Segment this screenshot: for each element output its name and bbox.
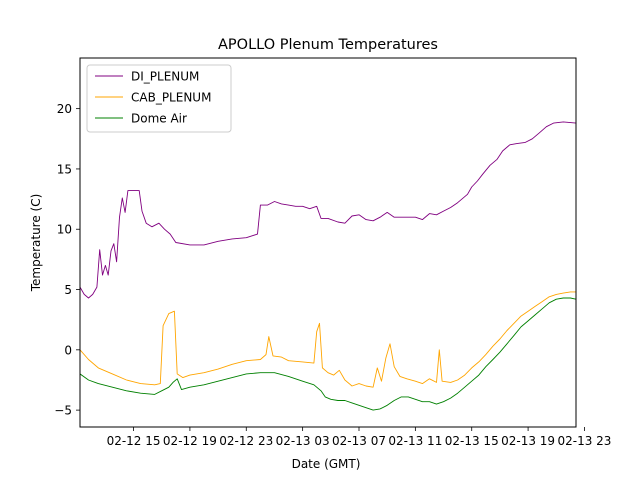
series-line-dome-air [80, 297, 576, 411]
y-tick-label: 5 [64, 283, 72, 297]
y-tick-label: 0 [64, 343, 72, 357]
x-tick-label: 02-12 19 [163, 434, 217, 448]
x-tick-label: 02-12 15 [107, 434, 161, 448]
y-tick-label: 20 [57, 102, 72, 116]
y-tick-label: 15 [57, 162, 72, 176]
x-tick-label: 02-13 19 [501, 434, 555, 448]
series-layer [80, 121, 576, 411]
x-tick-label: 02-13 11 [388, 434, 442, 448]
plot-frame [79, 57, 577, 428]
x-axis: 02-12 15 02-12 19 02-12 23 02-13 03 02-13 07… [107, 427, 611, 448]
chart-title: APOLLO Plenum Temperatures [218, 37, 438, 53]
series-line-cab-plenum [80, 291, 576, 388]
x-tick-label: 02-13 23 [557, 434, 611, 448]
x-tick-label: 02-13 07 [332, 434, 386, 448]
legend-box [86, 64, 232, 133]
legend-label-dome-air: Dome Air [131, 112, 187, 126]
x-tick-label: 02-13 15 [445, 434, 499, 448]
legend-label-di-plenum: DI_PLENUM [131, 70, 199, 84]
legend: DI_PLENUM CAB_PLENUM Dome Air [86, 64, 232, 133]
y-tick-label: −5 [54, 404, 72, 418]
legend-label-cab-plenum: CAB_PLENUM [131, 91, 211, 105]
x-axis-title: Date (GMT) [292, 457, 361, 471]
x-tick-label: 02-12 23 [219, 434, 273, 448]
y-axis-title: Temperature (C) [29, 194, 43, 293]
series-line-di-plenum [80, 121, 576, 299]
y-axis: −5 0 5 10 15 20 [54, 102, 80, 418]
x-tick-label: 02-13 03 [276, 434, 330, 448]
y-tick-label: 10 [57, 223, 72, 237]
